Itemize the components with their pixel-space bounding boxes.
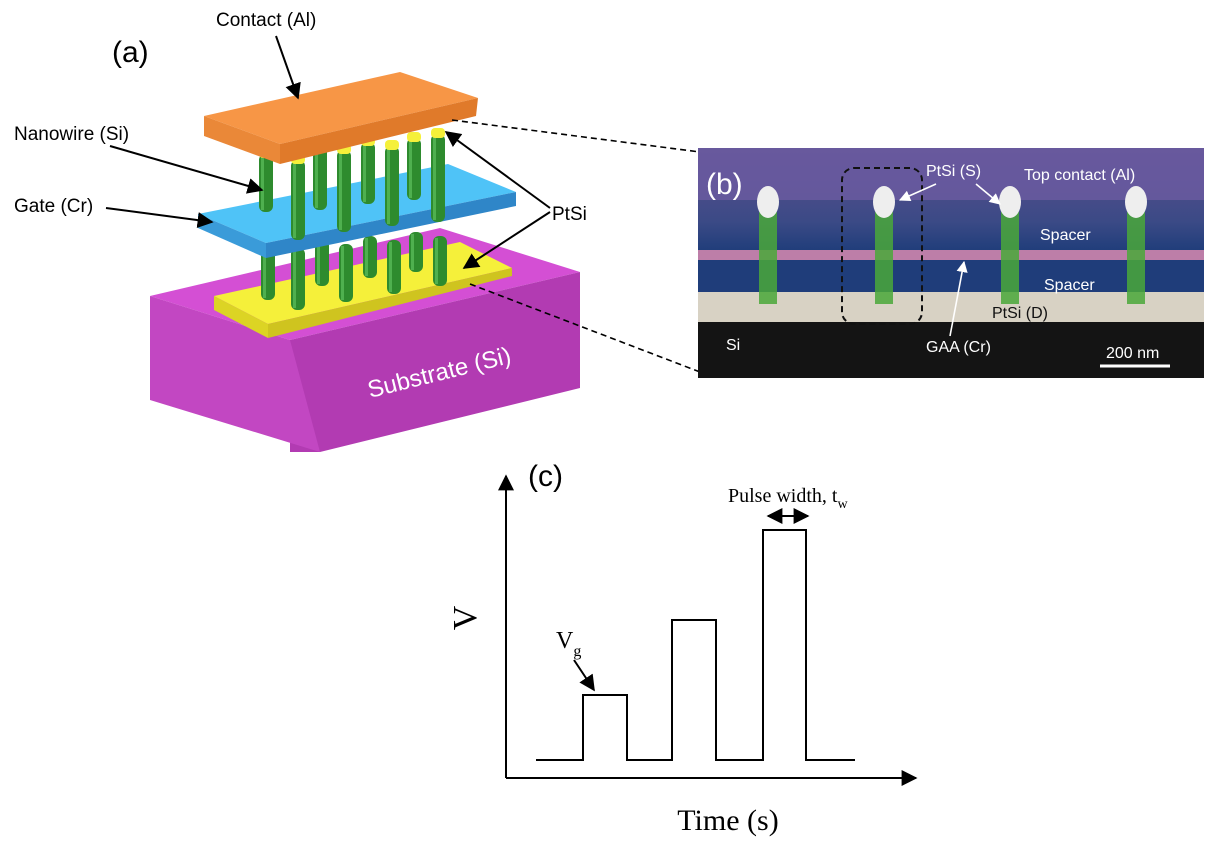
tem-nanowire-ptsi-head: [873, 186, 895, 218]
tem-gaa-label: GAA (Cr): [926, 339, 991, 356]
tem-nanowires: [757, 186, 1147, 304]
tem-nanowire-ptsi-head: [999, 186, 1021, 218]
tem-gaa-layer: [698, 250, 1204, 260]
substrate-left-face: [150, 296, 320, 452]
panel-c: (c) V Time (s) Vg Pulse width, tw: [447, 460, 918, 837]
upper-nanowire-5-highlight: [363, 144, 366, 202]
lower-nanowires: [261, 232, 447, 310]
connector-line-top: [451, 119, 701, 153]
contact-plate-left: [204, 116, 280, 164]
ptsi-label: PtSi: [552, 204, 587, 225]
upper-nanowire-2-highlight: [293, 162, 296, 238]
tem-ptsi-d-label: PtSi (D): [992, 305, 1048, 322]
lower-nanowire-6-highlight: [389, 242, 392, 292]
x-axis-label: Time (s): [677, 804, 778, 837]
tem-nanowire-ptsi-head: [1125, 186, 1147, 218]
lower-nanowire-4-highlight: [341, 246, 344, 300]
tem-nanowire-stem: [875, 212, 893, 304]
contact-label: Contact (Al): [216, 10, 316, 31]
tem-nanowire-2: [873, 186, 895, 304]
y-axis-label: V: [447, 605, 484, 630]
ptsi-plate-front: [268, 268, 512, 338]
lower-nanowire-3-highlight: [317, 242, 320, 284]
vg-subscript: g: [573, 643, 581, 660]
panel-b-tem-image: (b) PtSi (S) Top contact (Al) Spacer Spa…: [698, 148, 1204, 378]
upper-nanowire-8-highlight: [433, 136, 436, 220]
upper-nanowire-7-ptsi-cap: [407, 132, 421, 142]
contact-arrow: [275, 35, 301, 100]
tem-nanowire-3: [999, 186, 1021, 304]
vg-label: Vg: [556, 628, 581, 660]
contact-plate: [204, 72, 478, 164]
tem-nanowire-4: [1125, 186, 1147, 304]
upper-nanowire-8-ptsi-cap: [431, 128, 445, 138]
upper-nanowire-3-highlight: [315, 148, 318, 208]
upper-nanowire-1-highlight: [261, 156, 264, 210]
tem-top-contact-label: Top contact (Al): [1024, 167, 1135, 184]
tem-scale-label: 200 nm: [1106, 345, 1159, 362]
connector-line-bottom: [469, 283, 701, 373]
tem-nanowire-stem: [1001, 212, 1019, 304]
gate-arrow: [105, 207, 214, 229]
gate-plate-left: [198, 214, 266, 258]
tem-highlight-box: [841, 167, 923, 325]
upper-nanowire-6-highlight: [387, 148, 390, 224]
pulse-waveform: [536, 529, 855, 761]
tem-gaa-arrow: [949, 260, 968, 337]
vg-main: V: [556, 628, 574, 654]
pulse-width-main: Pulse width, t: [728, 485, 838, 507]
tem-ptsi-s-label: PtSi (S): [926, 163, 981, 180]
tem-nanowire-ptsi-head: [757, 186, 779, 218]
tem-top-contact-region: [698, 148, 1204, 200]
nanowire-label: Nanowire (Si): [14, 124, 129, 145]
tem-si-label: Si: [726, 337, 740, 354]
nanowire-arrow: [109, 145, 264, 194]
lower-nanowire-8-highlight: [435, 238, 438, 284]
ptsi-arrow-top: [444, 131, 551, 209]
upper-nanowire-7-highlight: [409, 140, 412, 198]
upper-nanowire-6-ptsi-cap: [385, 140, 399, 150]
panel-a-label: (a): [112, 36, 149, 69]
lower-nanowire-5-highlight: [365, 238, 368, 276]
tem-spacer-label-2: Spacer: [1044, 277, 1095, 294]
tem-ptsi-drain-layer: [698, 292, 1204, 322]
ptsi-arrow-bottom: [462, 211, 551, 269]
vg-arrow: [573, 659, 595, 692]
tem-spacer-label-1: Spacer: [1040, 227, 1091, 244]
tem-ptsi-s-arrow-1: [898, 183, 937, 202]
contact-plate-front: [280, 98, 478, 164]
tem-nanowire-stem: [759, 212, 777, 304]
tem-nanowire-stem: [1127, 212, 1145, 304]
tem-nanowire-1: [757, 186, 779, 304]
contact-plate-top: [204, 72, 478, 144]
lower-nanowire-1-highlight: [263, 252, 266, 298]
panel-c-label: (c): [528, 460, 563, 493]
lower-nanowire-2-highlight: [293, 250, 296, 308]
panel-a: (a) Substrate (Si): [14, 10, 701, 452]
gate-label: Gate (Cr): [14, 196, 93, 217]
upper-nanowire-4-highlight: [339, 152, 342, 230]
panel-b-label: (b): [706, 168, 743, 201]
pulse-width-label: Pulse width, tw: [728, 485, 848, 512]
lower-nanowire-7-highlight: [411, 234, 414, 270]
tem-ptsi-s-arrow-2: [975, 183, 1001, 205]
ptsi-plate-left: [214, 296, 268, 338]
pulse-width-subscript: w: [837, 497, 848, 512]
substrate-front-face: [290, 272, 580, 452]
